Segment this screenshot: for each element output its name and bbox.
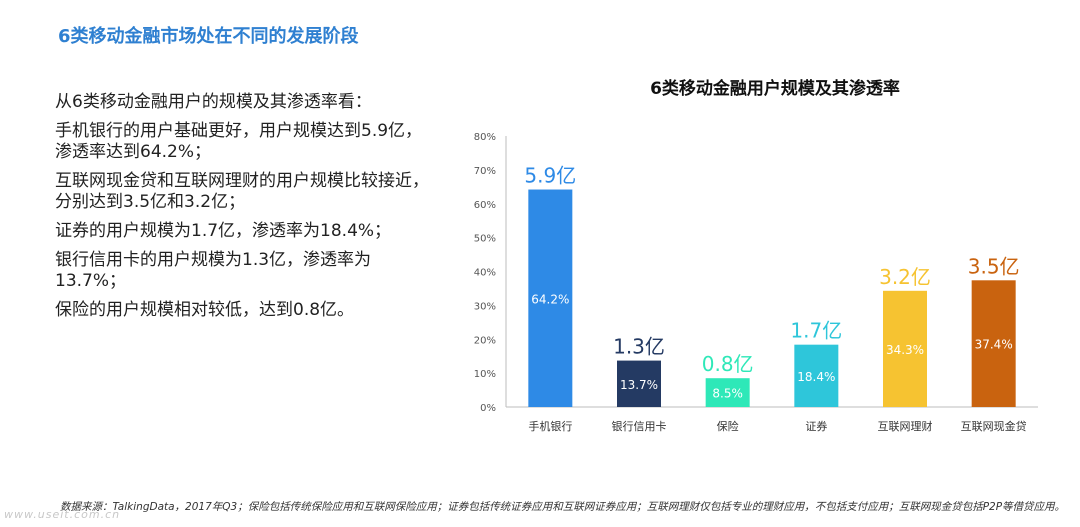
y-tick-label: 70%	[474, 166, 496, 177]
x-category-label: 银行信用卡	[612, 419, 667, 433]
summary-credit-card: 银行信用卡的用户规模为1.3亿，渗透率为13.7%；	[55, 250, 372, 291]
summary-insurance: 保险的用户规模相对较低，达到0.8亿。	[55, 300, 355, 320]
bar-value-label: 34.3%	[886, 343, 924, 357]
bar	[617, 360, 661, 407]
summary-intro: 从6类移动金融用户的规模及其渗透率看：	[55, 92, 372, 112]
bar-value-label: 64.2%	[531, 292, 569, 306]
bar	[528, 189, 573, 407]
x-category-label: 证券	[805, 419, 827, 433]
bar-user-scale-label: 3.5亿	[968, 254, 1020, 278]
bar-value-label: 8.5%	[712, 387, 743, 401]
summary-mobile-banking: 手机银行的用户基础更好，用户规模达到5.9亿，渗透率达到64.2%；	[55, 121, 423, 162]
bar-user-scale-label: 0.8亿	[702, 352, 754, 376]
bar-user-scale-label: 1.7亿	[790, 319, 842, 343]
bar	[883, 290, 927, 407]
bar	[794, 344, 839, 407]
x-category-label: 手机银行	[528, 419, 572, 433]
summary-cash-loan-finance: 互联网现金贷和互联网理财的用户规模比较接近，分别达到3.5亿和3.2亿；	[55, 171, 429, 212]
x-category-label: 保险	[717, 419, 739, 433]
data-source-footnote: 数据来源：TalkingData，2017年Q3；保险包括传统保险应用和互联网保…	[60, 501, 1066, 513]
bar-value-label: 37.4%	[975, 338, 1013, 352]
bar-user-scale-label: 5.9亿	[524, 164, 576, 188]
bar	[971, 280, 1016, 407]
bar-value-label: 13.7%	[620, 378, 658, 392]
y-tick-label: 30%	[474, 301, 496, 312]
watermark: www.useit.com.cn	[4, 508, 121, 521]
bar-user-scale-label: 1.3亿	[613, 335, 665, 359]
page-title: 6类移动金融市场处在不同的发展阶段	[58, 26, 359, 47]
y-tick-label: 60%	[474, 200, 496, 211]
bar	[705, 378, 750, 407]
summary-securities: 证券的用户规模为1.7亿，渗透率为18.4%；	[55, 221, 392, 241]
y-tick-label: 50%	[474, 234, 496, 245]
y-tick-label: 40%	[474, 268, 496, 279]
bar-value-label: 18.4%	[797, 370, 835, 384]
chart-title: 6类移动金融用户规模及其渗透率	[650, 79, 900, 99]
x-category-label: 互联网现金贷	[961, 419, 1027, 433]
y-tick-label: 20%	[474, 335, 496, 346]
y-tick-label: 10%	[474, 369, 496, 380]
y-tick-label: 80%	[474, 132, 496, 143]
bar-user-scale-label: 3.2亿	[879, 265, 931, 289]
y-tick-label: 0%	[480, 403, 496, 414]
x-category-label: 互联网理财	[878, 419, 933, 433]
summary-text: 从6类移动金融用户的规模及其渗透率看： 手机银行的用户基础更好，用户规模达到5.…	[55, 92, 435, 329]
